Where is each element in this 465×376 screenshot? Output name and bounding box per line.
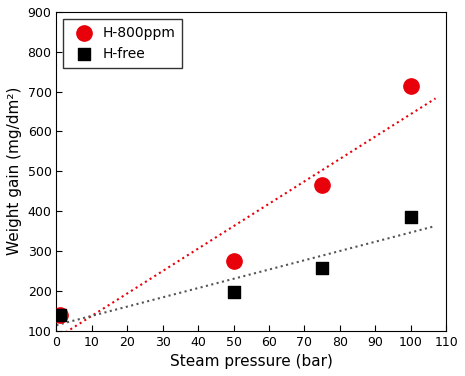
- H-800ppm: [319, 182, 326, 188]
- H-free: [319, 265, 326, 271]
- X-axis label: Steam pressure (bar): Steam pressure (bar): [170, 354, 333, 369]
- H-800ppm: [407, 83, 414, 89]
- Y-axis label: Weight gain (mg/dm²): Weight gain (mg/dm²): [7, 87, 22, 255]
- H-free: [56, 312, 64, 318]
- H-800ppm: [56, 312, 64, 318]
- Legend: H-800ppm, H-free: H-800ppm, H-free: [63, 19, 182, 68]
- H-free: [230, 289, 237, 295]
- H-800ppm: [230, 258, 237, 264]
- H-free: [407, 214, 414, 220]
